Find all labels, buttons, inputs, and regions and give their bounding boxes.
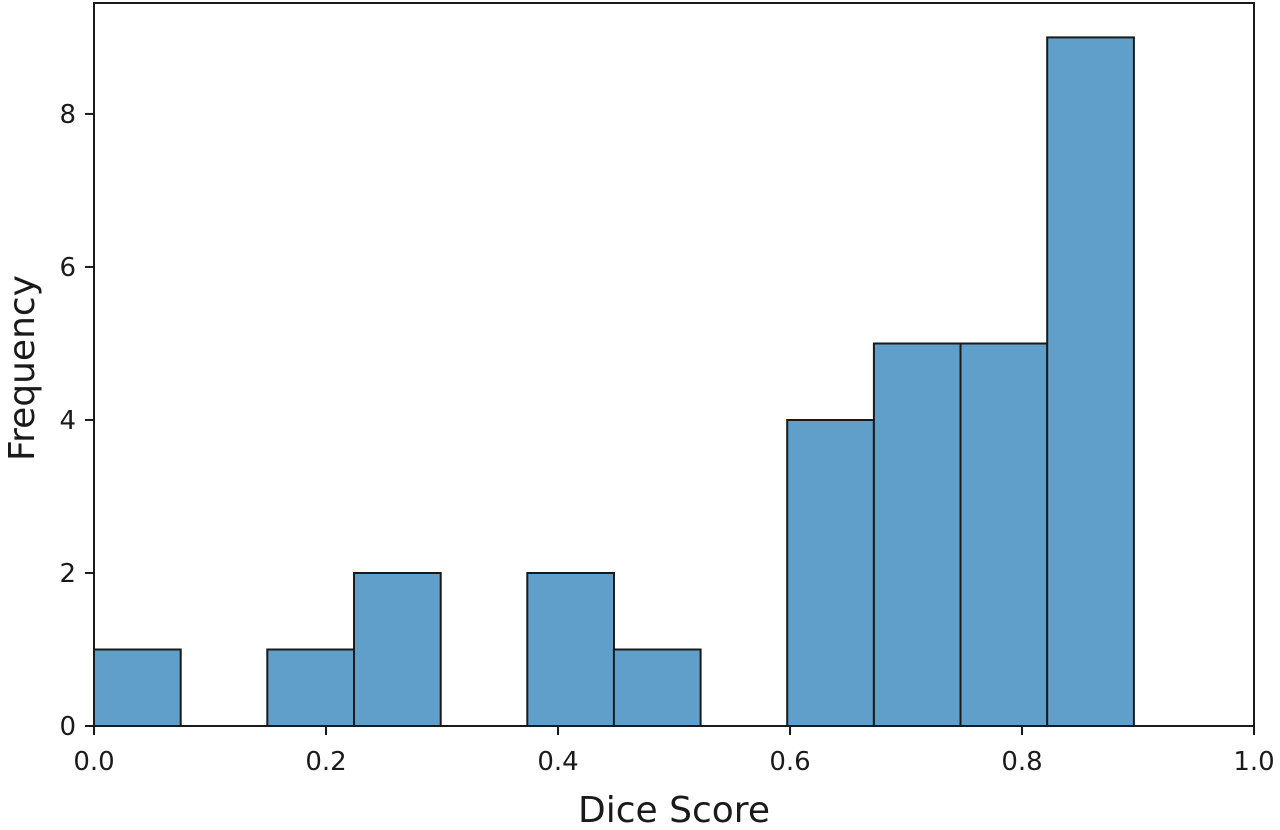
histogram-bar-8 <box>786 419 875 727</box>
histogram-bar-2 <box>266 648 355 727</box>
x-tick-label-2: 0.4 <box>537 747 578 777</box>
x-tick-label-1: 0.2 <box>305 747 346 777</box>
x-axis-ticks: 0.0 0.2 0.4 0.6 0.8 1.0 <box>73 726 1275 777</box>
y-tick-label-4: 8 <box>59 100 76 130</box>
histogram-bar-9 <box>872 342 962 727</box>
x-tick-label-4: 0.8 <box>1001 747 1042 777</box>
y-tick-label-2: 4 <box>59 406 76 436</box>
x-tick-label-0: 0.0 <box>73 747 114 777</box>
histogram-bar-10 <box>959 342 1049 727</box>
y-axis-ticks: 0 2 4 6 8 <box>59 100 94 742</box>
bars-group <box>93 36 1135 727</box>
histogram-bar-3 <box>353 572 442 727</box>
x-tick-label-3: 0.6 <box>769 747 810 777</box>
x-axis-label: Dice Score <box>578 790 770 830</box>
histogram-bar-0 <box>93 648 182 727</box>
x-tick-label-5: 1.0 <box>1233 747 1274 777</box>
y-tick-label-0: 0 <box>59 712 76 742</box>
y-tick-label-1: 2 <box>59 559 76 589</box>
y-axis-label: Frequency <box>2 275 43 461</box>
histogram-bar-5 <box>526 572 615 727</box>
histogram-bar-6 <box>612 648 702 727</box>
histogram-bar-11 <box>1046 36 1135 727</box>
y-tick-label-3: 6 <box>59 253 76 283</box>
plot-frame <box>93 2 1255 727</box>
